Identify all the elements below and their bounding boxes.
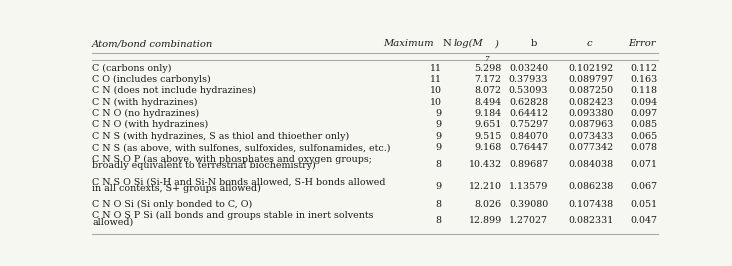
Text: ): ) <box>494 39 498 48</box>
Text: 10.432: 10.432 <box>468 160 501 169</box>
Text: C N (does not include hydrazines): C N (does not include hydrazines) <box>92 86 256 95</box>
Text: 0.093380: 0.093380 <box>568 109 613 118</box>
Text: 9: 9 <box>436 143 441 152</box>
Text: 0.051: 0.051 <box>630 200 657 209</box>
Text: 0.077342: 0.077342 <box>568 143 613 152</box>
Text: 9: 9 <box>436 182 441 191</box>
Text: 0.102192: 0.102192 <box>568 64 613 73</box>
Text: 0.76447: 0.76447 <box>509 143 548 152</box>
Text: 0.086238: 0.086238 <box>568 182 613 191</box>
Text: 0.84070: 0.84070 <box>509 132 548 141</box>
Text: C N O Si (Si only bonded to C, O): C N O Si (Si only bonded to C, O) <box>92 200 253 209</box>
Text: 1.27027: 1.27027 <box>509 216 548 225</box>
Text: allowed): allowed) <box>92 218 133 226</box>
Text: 9: 9 <box>436 132 441 141</box>
Text: 8: 8 <box>436 160 441 169</box>
Text: 10: 10 <box>430 98 441 107</box>
Text: broadly equivalent to terrestrial biochemistry): broadly equivalent to terrestrial bioche… <box>92 161 315 170</box>
Text: c: c <box>587 39 592 48</box>
Text: 0.085: 0.085 <box>630 120 657 129</box>
Text: 0.078: 0.078 <box>631 143 657 152</box>
Text: 8.026: 8.026 <box>474 200 501 209</box>
Text: C N S (as above, with sulfones, sulfoxides, sulfonamides, etc.): C N S (as above, with sulfones, sulfoxid… <box>92 143 391 152</box>
Text: 9: 9 <box>436 120 441 129</box>
Text: 0.163: 0.163 <box>630 75 657 84</box>
Text: 0.047: 0.047 <box>631 216 657 225</box>
Text: 12.899: 12.899 <box>468 216 501 225</box>
Text: 9: 9 <box>436 109 441 118</box>
Text: 8.494: 8.494 <box>474 98 501 107</box>
Text: b: b <box>531 39 537 48</box>
Text: 9.651: 9.651 <box>474 120 501 129</box>
Text: 7.172: 7.172 <box>474 75 501 84</box>
Text: 0.62828: 0.62828 <box>509 98 548 107</box>
Text: 0.087963: 0.087963 <box>568 120 613 129</box>
Text: 0.087250: 0.087250 <box>568 86 613 95</box>
Text: C N S O P (as above, with phosphates and oxygen groups;: C N S O P (as above, with phosphates and… <box>92 155 372 164</box>
Text: 0.118: 0.118 <box>631 86 657 95</box>
Text: 0.082423: 0.082423 <box>568 98 613 107</box>
Text: 0.112: 0.112 <box>631 64 657 73</box>
Text: 9.184: 9.184 <box>474 109 501 118</box>
Text: C N (with hydrazines): C N (with hydrazines) <box>92 98 198 107</box>
Text: 0.094: 0.094 <box>630 98 657 107</box>
Text: 11: 11 <box>430 64 441 73</box>
Text: log(M: log(M <box>453 39 483 48</box>
Text: C N O (with hydrazines): C N O (with hydrazines) <box>92 120 209 130</box>
Text: C O (includes carbonyls): C O (includes carbonyls) <box>92 75 211 84</box>
Text: 0.03240: 0.03240 <box>509 64 548 73</box>
Text: 0.53093: 0.53093 <box>509 86 548 95</box>
Text: 0.071: 0.071 <box>631 160 657 169</box>
Text: 0.37933: 0.37933 <box>509 75 548 84</box>
Text: C N S (with hydrazines, S as thiol and thioether only): C N S (with hydrazines, S as thiol and t… <box>92 132 349 141</box>
Text: 0.089797: 0.089797 <box>568 75 613 84</box>
Text: 1.13579: 1.13579 <box>509 182 548 191</box>
Text: 0.082331: 0.082331 <box>568 216 613 225</box>
Text: C (carbons only): C (carbons only) <box>92 64 171 73</box>
Text: 8: 8 <box>436 200 441 209</box>
Text: 8: 8 <box>436 216 441 225</box>
Text: 0.39080: 0.39080 <box>509 200 548 209</box>
Text: 0.75297: 0.75297 <box>509 120 548 129</box>
Text: 11: 11 <box>430 75 441 84</box>
Text: 7: 7 <box>484 56 489 64</box>
Text: 0.107438: 0.107438 <box>568 200 613 209</box>
Text: 0.89687: 0.89687 <box>509 160 548 169</box>
Text: 0.065: 0.065 <box>630 132 657 141</box>
Text: 0.64412: 0.64412 <box>509 109 548 118</box>
Text: 0.097: 0.097 <box>630 109 657 118</box>
Text: C N O S P Si (all bonds and groups stable in inert solvents: C N O S P Si (all bonds and groups stabl… <box>92 211 373 220</box>
Text: 0.084038: 0.084038 <box>568 160 613 169</box>
Text: 9.168: 9.168 <box>474 143 501 152</box>
Text: C N O (no hydrazines): C N O (no hydrazines) <box>92 109 199 118</box>
Text: 5.298: 5.298 <box>474 64 501 73</box>
Text: 8.072: 8.072 <box>474 86 501 95</box>
Text: 0.073433: 0.073433 <box>568 132 613 141</box>
Text: Atom/bond combination: Atom/bond combination <box>92 39 214 48</box>
Text: 10: 10 <box>430 86 441 95</box>
Text: in all contexts, S+ groups allowed): in all contexts, S+ groups allowed) <box>92 184 261 193</box>
Text: 9.515: 9.515 <box>474 132 501 141</box>
Text: Maximum: Maximum <box>383 39 436 48</box>
Text: N: N <box>443 39 452 48</box>
Text: 12.210: 12.210 <box>468 182 501 191</box>
Text: 0.067: 0.067 <box>630 182 657 191</box>
Text: Error: Error <box>629 39 656 48</box>
Text: C N S O Si (Si-H and Si-N bonds allowed, S-H bonds allowed: C N S O Si (Si-H and Si-N bonds allowed,… <box>92 177 386 186</box>
